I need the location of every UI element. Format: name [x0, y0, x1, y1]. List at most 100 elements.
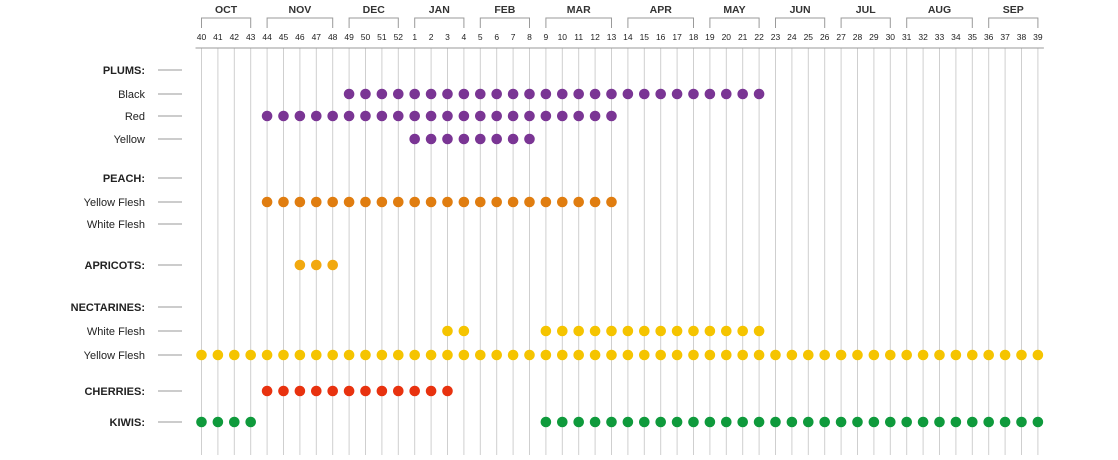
row-label: Black [118, 89, 145, 101]
availability-dot [934, 416, 945, 428]
week-label: 23 [771, 32, 781, 42]
availability-dot [409, 88, 421, 100]
availability-dot [442, 196, 453, 208]
month-label: JUL [856, 4, 876, 16]
month-bracket [906, 17, 973, 28]
availability-dot [311, 196, 322, 208]
month-bracket [988, 17, 1039, 28]
week-label: 5 [478, 32, 483, 42]
availability-dot [573, 325, 584, 337]
availability-dot [655, 325, 666, 337]
availability-dot [573, 416, 584, 428]
week-label: 8 [527, 32, 532, 42]
availability-dot [721, 349, 732, 361]
availability-dot [278, 385, 289, 397]
week-label: 37 [1000, 32, 1010, 42]
week-label: 34 [951, 32, 961, 42]
availability-dot [540, 416, 552, 428]
availability-dot [343, 349, 355, 361]
availability-dot [376, 349, 388, 361]
availability-dot [589, 196, 601, 208]
month-label: NOV [289, 4, 312, 16]
availability-dot [294, 196, 306, 208]
availability-dot [622, 416, 634, 428]
availability-dot [950, 416, 962, 428]
week-label: 6 [494, 32, 499, 42]
availability-dot [983, 349, 994, 361]
month-label: AUG [928, 4, 951, 16]
row-label: NECTARINES: [71, 302, 145, 314]
week-label: 47 [312, 32, 322, 42]
availability-dot [688, 88, 699, 100]
availability-dot [573, 110, 584, 122]
availability-dot [737, 349, 748, 361]
availability-dot [360, 385, 371, 397]
availability-dot [917, 416, 929, 428]
week-label: 15 [640, 32, 650, 42]
availability-dot [868, 416, 880, 428]
availability-dot [934, 349, 945, 361]
availability-dot [967, 349, 978, 361]
availability-dot [425, 110, 437, 122]
availability-dot [622, 325, 634, 337]
availability-dot [343, 196, 355, 208]
row-label: White Flesh [87, 326, 145, 338]
availability-dot [442, 385, 453, 397]
availability-dot [786, 349, 798, 361]
availability-dot [475, 349, 486, 361]
week-label: 46 [295, 32, 305, 42]
week-label: 14 [623, 32, 633, 42]
availability-dot [393, 385, 404, 397]
row-label: PLUMS: [103, 65, 145, 77]
availability-dot [327, 196, 339, 208]
availability-dot [557, 416, 568, 428]
week-label: 36 [984, 32, 994, 42]
availability-dot [360, 88, 371, 100]
week-label: 10 [558, 32, 568, 42]
row-label: CHERRIES: [84, 386, 145, 398]
availability-dot [524, 88, 535, 100]
availability-dot [1032, 349, 1044, 361]
week-label: 24 [787, 32, 797, 42]
availability-dot [885, 416, 896, 428]
availability-dot [212, 349, 224, 361]
availability-dot [737, 88, 748, 100]
availability-dot [753, 88, 765, 100]
week-label: 49 [344, 32, 354, 42]
availability-dot [540, 88, 552, 100]
month-bracket [479, 17, 530, 28]
availability-dot [835, 349, 847, 361]
availability-dot [606, 88, 617, 100]
week-label: 51 [377, 32, 387, 42]
availability-dot [950, 349, 962, 361]
availability-dot [753, 325, 765, 337]
row-labels: PLUMS: Black Red Yellow PEACH: Yellow Flesh Wh… [71, 65, 146, 429]
availability-dot [327, 110, 339, 122]
availability-dot [475, 110, 486, 122]
month-label: JAN [429, 4, 450, 16]
availability-dot [786, 416, 798, 428]
availability-dot [655, 416, 666, 428]
availability-dot [261, 349, 273, 361]
availability-dot [507, 196, 519, 208]
week-label: 45 [279, 32, 289, 42]
week-label: 25 [804, 32, 814, 42]
availability-dot [425, 88, 437, 100]
availability-dot [475, 88, 486, 100]
availability-dot [458, 325, 470, 337]
availability-dot [983, 416, 994, 428]
availability-dot [606, 325, 617, 337]
availability-dot [425, 385, 437, 397]
availability-dot [245, 416, 256, 428]
availability-dot [491, 133, 503, 145]
availability-dot [885, 349, 896, 361]
month-bracket [709, 17, 760, 28]
availability-dot [819, 349, 830, 361]
availability-dot [557, 196, 568, 208]
availability-dot [458, 110, 470, 122]
availability-dot [409, 110, 421, 122]
availability-dot [606, 196, 617, 208]
availability-dot [540, 110, 552, 122]
week-label: 48 [328, 32, 338, 42]
row-label: Red [125, 111, 145, 123]
